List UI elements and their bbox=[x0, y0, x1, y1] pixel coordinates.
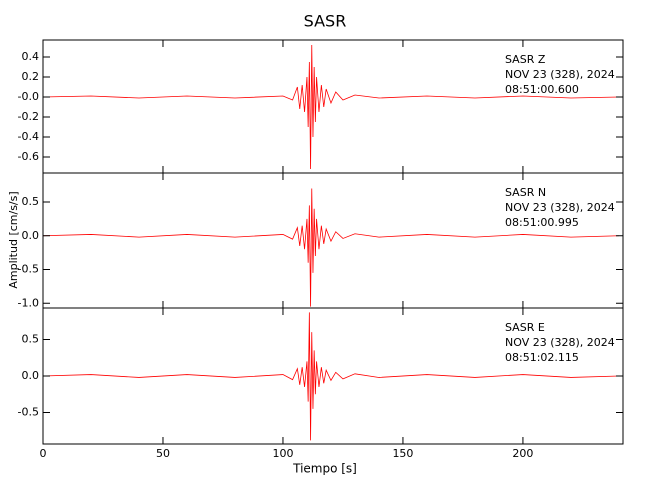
x-tick-label: 150 bbox=[392, 447, 413, 460]
y-tick-label: 0.2 bbox=[22, 70, 40, 83]
trace-info: NOV 23 (328), 2024 bbox=[505, 336, 615, 349]
y-tick-label: 0.5 bbox=[22, 195, 40, 208]
y-tick-label: 0.5 bbox=[22, 332, 40, 345]
y-tick-label: -0.5 bbox=[18, 406, 39, 419]
x-tick-label: 200 bbox=[512, 447, 533, 460]
y-tick-label: -0.6 bbox=[18, 150, 39, 163]
trace-info: SASR N bbox=[505, 186, 546, 199]
y-tick-label: -1.0 bbox=[18, 296, 39, 309]
x-axis-label: Tiempo [s] bbox=[292, 462, 357, 476]
y-tick-label: -0.4 bbox=[18, 130, 39, 143]
waveform bbox=[42, 44, 619, 170]
x-tick-label: 50 bbox=[156, 447, 170, 460]
trace-info: NOV 23 (328), 2024 bbox=[505, 201, 615, 214]
y-tick-label: -0.2 bbox=[18, 110, 39, 123]
trace-info: 08:51:02.115 bbox=[505, 351, 579, 364]
trace-info: SASR Z bbox=[505, 53, 546, 66]
y-tick-label: 0.0 bbox=[22, 229, 40, 242]
y-tick-label: 0.4 bbox=[22, 50, 40, 63]
y-tick-label: -0.5 bbox=[18, 263, 39, 276]
y-axis-label: Amplitud [cm/s/s] bbox=[7, 191, 20, 288]
waveform bbox=[42, 188, 619, 307]
x-tick-label: 0 bbox=[40, 447, 47, 460]
trace-info: NOV 23 (328), 2024 bbox=[505, 68, 615, 81]
chart-title: SASR bbox=[304, 12, 347, 31]
y-tick-label: 0.0 bbox=[22, 369, 40, 382]
waveform bbox=[42, 312, 619, 441]
trace-info: 08:51:00.995 bbox=[505, 216, 579, 229]
trace-info: SASR E bbox=[505, 321, 545, 334]
trace-info: 08:51:00.600 bbox=[505, 83, 579, 96]
y-tick-label: -0.0 bbox=[18, 90, 39, 103]
x-tick-label: 100 bbox=[272, 447, 293, 460]
